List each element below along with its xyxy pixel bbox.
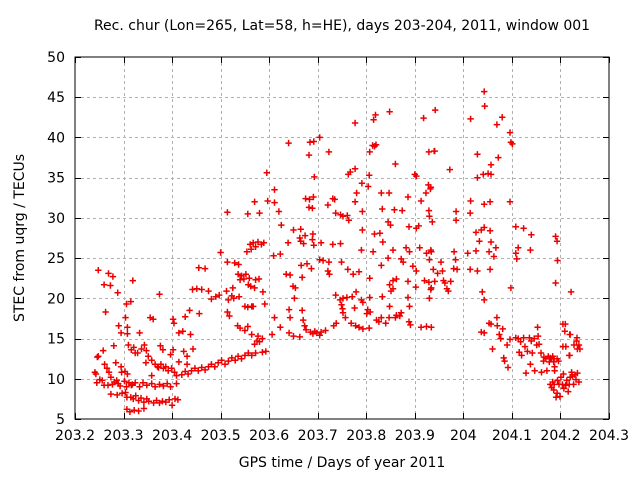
- x-tick-label: 203.3: [103, 428, 143, 444]
- x-tick-label: 203.9: [395, 428, 435, 444]
- y-tick-label: 25: [47, 251, 65, 267]
- x-tick-labels: 203.2 203.3 203.4 203.5 203.6 203.7 203.8 203.9…: [55, 428, 629, 444]
- x-tick-label: 204.3: [589, 428, 629, 444]
- y-tick-label: 45: [47, 90, 65, 106]
- x-axis-label: GPS time / Days of year 2011: [239, 455, 446, 471]
- y-tick-label: 35: [47, 171, 65, 187]
- y-tick-label: 30: [47, 211, 65, 227]
- chart-title: Rec. chur (Lon=265, Lat=58, h=HE), days …: [94, 18, 590, 34]
- y-tick-label: 10: [47, 372, 65, 388]
- y-tick-label: 40: [47, 130, 65, 146]
- y-axis-label: STEC from uqrg / TECUs: [12, 154, 28, 322]
- y-tick-label: 5: [56, 412, 65, 428]
- data-points: [91, 88, 584, 415]
- x-tick-label: 203.6: [249, 428, 289, 444]
- y-tick-label: 50: [47, 50, 65, 66]
- plot-border: [74, 56, 610, 420]
- y-tick-label: 20: [47, 291, 65, 307]
- x-tick-label: 203.2: [55, 428, 95, 444]
- x-tick-label: 204.1: [492, 428, 532, 444]
- x-tick-label: 203.5: [201, 428, 241, 444]
- x-tick-label: 204: [450, 428, 477, 444]
- x-tick-label: 203.8: [346, 428, 386, 444]
- x-tick-label: 204.2: [540, 428, 580, 444]
- x-tick-label: 203.7: [298, 428, 338, 444]
- y-tick-labels: 5 10 15 20 25 30 35 40 45 50: [47, 50, 65, 428]
- scatter-points: [91, 88, 584, 415]
- y-tick-label: 15: [47, 332, 65, 348]
- x-tick-label: 203.4: [152, 428, 192, 444]
